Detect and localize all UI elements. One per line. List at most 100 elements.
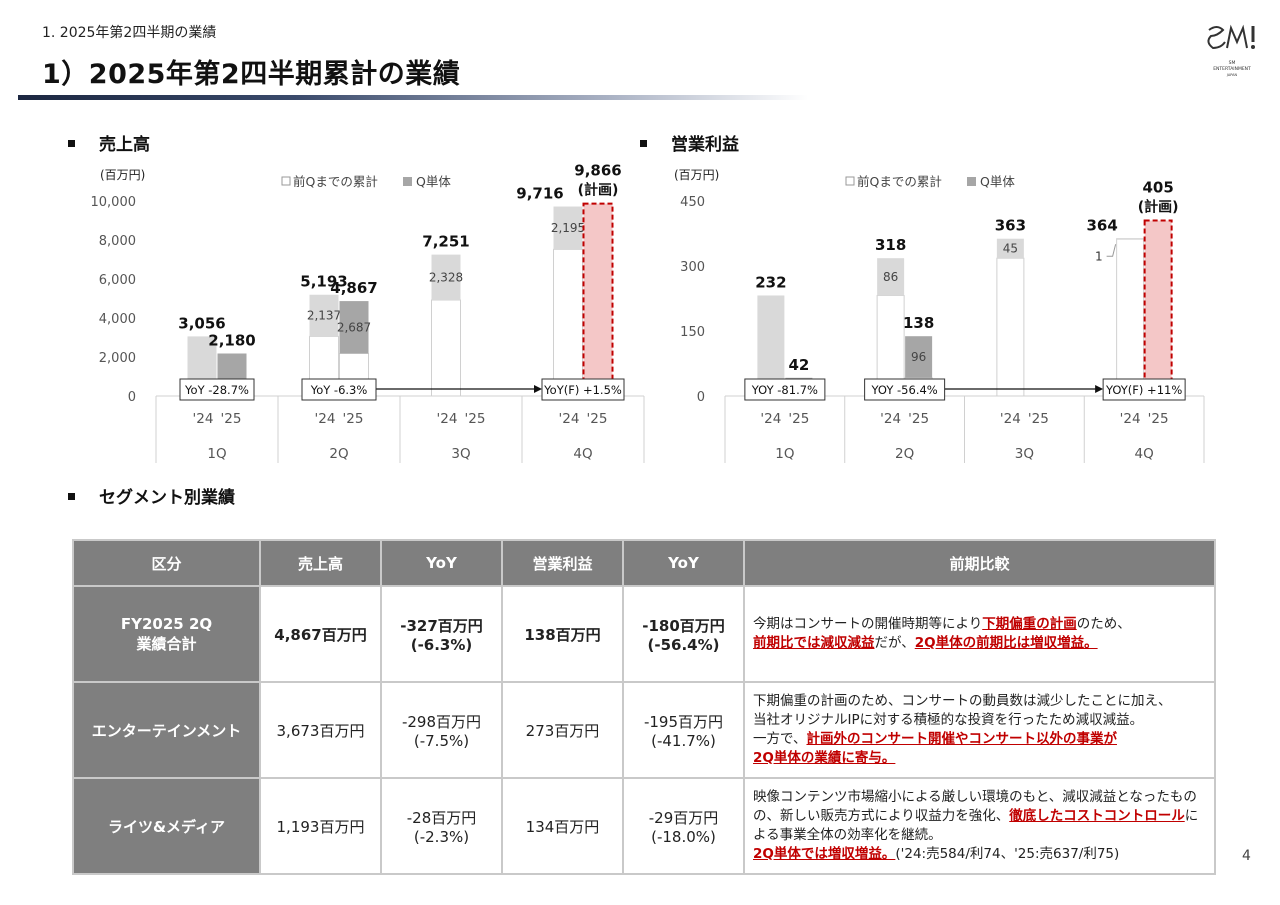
cell-comment: 今期はコンサートの開催時期等により下期偏重の計画のため、 前期比では減収減益だが… <box>743 585 1216 683</box>
bar-quarter-single <box>1116 238 1144 240</box>
x-year-label: '25 <box>1148 411 1169 427</box>
yoy-box: YOY -56.4% <box>864 378 946 401</box>
row-label-line: 業績合計 <box>136 634 197 653</box>
yoy-box: YoY -6.3% <box>301 378 377 401</box>
x-year-label: '25 <box>1028 411 1049 427</box>
bar-group-1Q-2024: 232 <box>755 273 787 396</box>
comment-line: 2Q単体では増収増益。('24:売584/利74、'25:売637/利75) <box>753 845 1208 864</box>
yoy-box-border <box>1102 378 1186 401</box>
segment-label: 1 <box>1095 249 1103 263</box>
x-quarter-label: 1Q <box>775 446 794 462</box>
comment-line: よる事業全体の効率化を継続。 <box>753 827 942 843</box>
y-tick-label: 6,000 <box>99 273 136 288</box>
y-tick-label: 450 <box>680 195 705 210</box>
yoy-box: YOY(F) +11% <box>1102 378 1186 401</box>
yoy-box-border <box>864 378 946 401</box>
y-tick-label: 0 <box>128 390 136 405</box>
legend-label-q: Q単体 <box>980 174 1015 189</box>
segment-label: 2,137 <box>307 309 341 323</box>
legend-label-q: Q単体 <box>416 174 451 189</box>
legend: 前Qまでの累計 Q単体 <box>281 174 451 189</box>
cell-sales-yoy: -28百万円 (-2.3%) <box>380 777 503 875</box>
yoy-box-label: YoY -6.3% <box>310 383 368 397</box>
x-year-label: '25 <box>908 411 929 427</box>
bar-plan <box>582 202 614 397</box>
yoy-box: YoY(F) +1.5% <box>541 378 625 401</box>
x-year-label: '24 <box>315 411 336 427</box>
col-header-op-income: 営業利益 <box>501 539 624 587</box>
x-year-label: '25 <box>343 411 364 427</box>
comment-line: 下期偏重の計画のため、コンサートの動員数は減少したことに加え、 <box>753 693 1172 709</box>
row-label: FY2025 2Q 業績合計 <box>72 585 261 683</box>
x-year-label: '24 <box>880 411 901 427</box>
segment-table: 区分 売上高 YoY 営業利益 YoY 前期比較 FY2025 2Q 業績合計 4… <box>72 539 1216 875</box>
yoy-arrow-head-icon <box>1095 385 1104 393</box>
comment-line: 2Q単体の業績に寄与。 <box>753 749 1208 768</box>
cell-line: -195百万円 <box>643 712 724 731</box>
x-quarter-label: 3Q <box>1015 446 1034 462</box>
yoy-box-label: YoY -28.7% <box>184 383 249 397</box>
comment-text: に <box>1184 808 1199 824</box>
comment-line: 一方で、計画外のコンサート開催やコンサート以外の事業が <box>753 730 1208 749</box>
legend-swatch-q <box>403 177 412 186</box>
comment-line: 映像コンテンツ市場縮小による厳しい環境のもと、減収減益となったもの <box>753 789 1197 805</box>
bullet-square-icon <box>68 139 75 147</box>
cell-sales-yoy: -327百万円 (-6.3%) <box>380 585 503 683</box>
total-label: 42 <box>788 356 809 374</box>
bar-group-4Q-2025: 9,866 (計画) <box>574 162 622 397</box>
total-label: 363 <box>995 217 1026 235</box>
table-row: エンターテインメント 3,673百万円 -298百万円 (-7.5%) 273百万… <box>72 681 1216 779</box>
legend: 前Qまでの累計 Q単体 <box>845 174 1015 189</box>
total-label: 405 <box>1142 179 1173 197</box>
comment-text: 今期はコンサートの開催時期等により <box>753 616 983 632</box>
row-label: ライツ&メディア <box>72 777 261 875</box>
cell-sales: 4,867百万円 <box>259 585 382 683</box>
y-tick-label: 300 <box>680 260 705 275</box>
segment-label: 86 <box>883 270 898 284</box>
segment-label: 2,195 <box>551 221 585 235</box>
total-label: 232 <box>755 273 786 291</box>
cell-op-yoy: -180百万円 (-56.4%) <box>622 585 745 683</box>
legend-label-prev: 前Qまでの累計 <box>293 174 378 189</box>
yoy-box-label: YOY -56.4% <box>871 383 938 397</box>
col-header-sales: 売上高 <box>259 539 382 587</box>
table-row: FY2025 2Q 業績合計 4,867百万円 -327百万円 (-6.3%) 13… <box>72 585 1216 683</box>
cell-line: -327百万円 <box>400 616 483 635</box>
yoy-box-border <box>301 378 377 401</box>
unit-label: (百万円) <box>100 168 145 182</box>
bar-group-2Q-2024: 86 318 <box>875 236 906 397</box>
x-quarter-label: 4Q <box>573 446 592 462</box>
section-op-income-label: 営業利益 <box>671 135 739 155</box>
yoy-box-label: YOY -81.7% <box>751 383 818 397</box>
col-header-sales-yoy: YoY <box>380 539 503 587</box>
bar-quarter-single <box>309 294 339 337</box>
comment-highlight: 2Q単体の業績に寄与。 <box>753 750 896 766</box>
yoy-box-border <box>179 378 255 401</box>
cell-line: -298百万円 <box>401 712 482 731</box>
comment-highlight: 2Q単体の前期比は増収増益。 <box>914 635 1098 651</box>
cell-op-yoy: -29百万円 (-18.0%) <box>622 777 745 875</box>
x-year-label: '25 <box>587 411 608 427</box>
cell-comment: 下期偏重の計画のため、コンサートの動員数は減少したことに加え、 当社オリジナルI… <box>743 681 1216 779</box>
segment-label: 45 <box>1003 241 1018 255</box>
total-label: 9,866 <box>574 162 621 180</box>
bar-quarter-single <box>339 301 369 354</box>
bar-prev-cumulative <box>996 257 1025 397</box>
cell-line: (-41.7%) <box>651 731 716 750</box>
total-label: 5,193 <box>300 273 347 291</box>
total-label: 318 <box>875 236 906 254</box>
bar-prev-cumulative <box>1116 238 1145 397</box>
sales-chart: (百万円) 前Qまでの累計 Q単体 10,000 8,000 6,000 4,000 2,00… <box>91 162 645 463</box>
cell-op-income: 273百万円 <box>501 681 624 779</box>
yoy-box-label: YOY(F) +11% <box>1105 383 1182 397</box>
comment-text: 一方で、 <box>753 731 807 747</box>
y-tick-label: 150 <box>680 325 705 340</box>
x-quarter-label: 3Q <box>451 446 470 462</box>
leader-line <box>1106 244 1117 257</box>
plan-label: (計画) <box>578 182 619 199</box>
comment-text: の、新しい販売方式により収益力を強化、 <box>753 808 1010 824</box>
legend-swatch-prev <box>845 176 855 186</box>
comment-line: の、新しい販売方式により収益力を強化、徹底したコストコントロールに <box>753 807 1208 826</box>
row-label-line: FY2025 2Q <box>120 614 213 633</box>
